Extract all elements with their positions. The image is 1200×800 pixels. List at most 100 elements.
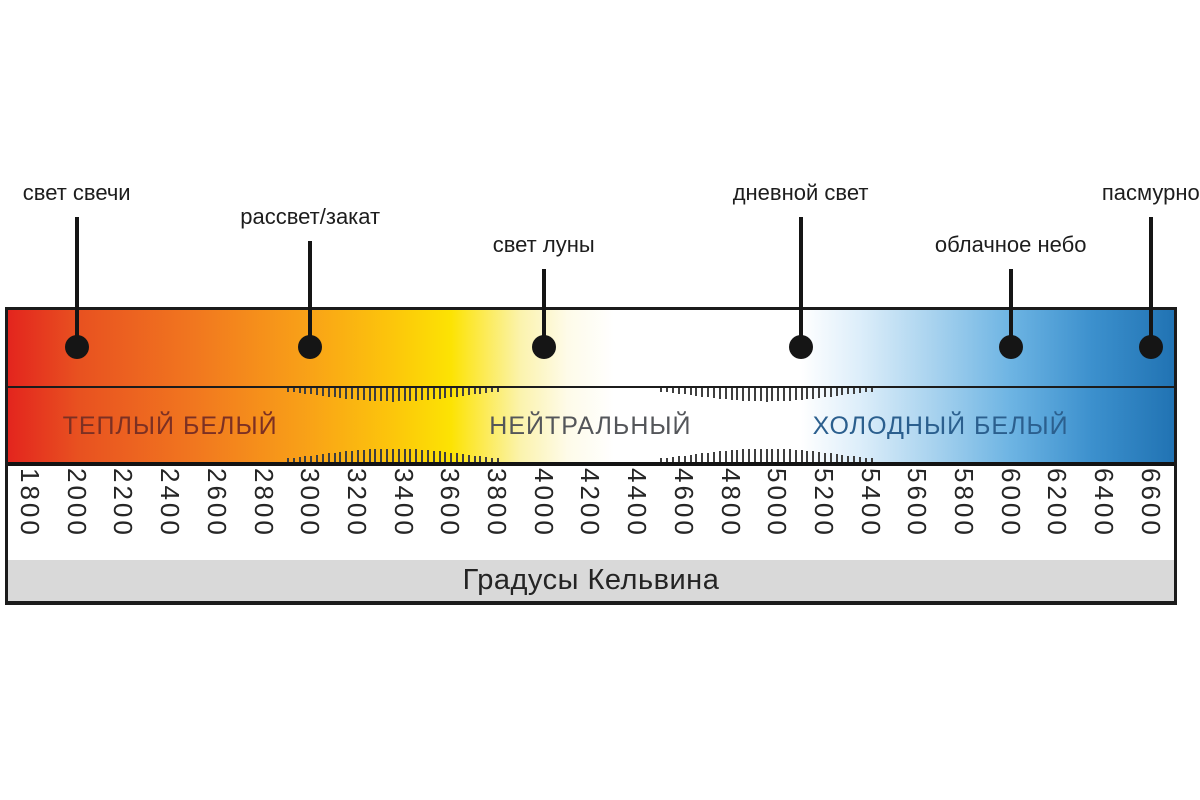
- transition-tick: [444, 388, 447, 399]
- transition-tick: [380, 448, 383, 462]
- transition-tick: [485, 457, 488, 462]
- transition-tick: [415, 388, 418, 401]
- transition-tick: [491, 388, 494, 393]
- transition-tick: [818, 451, 821, 462]
- axis-tick-label: 3400: [388, 468, 419, 538]
- axis-tick-label: 4800: [715, 468, 746, 538]
- transition-tick: [707, 452, 710, 462]
- transition-tick: [806, 450, 809, 462]
- transition-tick: [479, 456, 482, 462]
- transition-tick: [742, 449, 745, 462]
- axis-tick-label: 3600: [435, 468, 466, 538]
- transition-tick: [695, 388, 698, 396]
- axis-tick-label: 2800: [248, 468, 279, 538]
- transition-tick: [677, 388, 680, 394]
- transition-tick: [456, 453, 459, 462]
- transition-tick: [304, 388, 307, 394]
- transition-tick: [777, 388, 780, 402]
- transition-tick: [835, 454, 838, 462]
- transition-tick: [753, 448, 756, 462]
- annotation-dot: [298, 335, 323, 359]
- annotation-dot: [788, 335, 813, 359]
- axis-tick-label: 3200: [341, 468, 372, 538]
- transition-tick: [794, 449, 797, 462]
- axis-tick-label: 5200: [808, 468, 839, 538]
- annotation-dot: [531, 335, 556, 359]
- transition-tick: [421, 449, 424, 462]
- transition-tick: [432, 388, 435, 400]
- transition-tick: [310, 455, 313, 462]
- transition-tick: [374, 388, 377, 402]
- transition-tick: [759, 448, 762, 462]
- transition-tick: [339, 451, 342, 462]
- annotation-line: [1008, 269, 1013, 347]
- transition-tick: [391, 448, 394, 462]
- transition-tick: [345, 388, 348, 399]
- transition-tick: [800, 450, 803, 462]
- axis-tick-label: 6400: [1089, 468, 1120, 538]
- zone-label: ХОЛОДНЫЙ БЕЛЫЙ: [812, 412, 1069, 440]
- transition-tick: [368, 388, 371, 401]
- transition-tick: [286, 388, 289, 392]
- transition-tick: [672, 388, 675, 393]
- transition-tick: [415, 449, 418, 462]
- axis-tick-label: 5000: [762, 468, 793, 538]
- transition-tick: [742, 388, 745, 401]
- transition-tick: [351, 450, 354, 462]
- axis-tick-label: 5400: [855, 468, 886, 538]
- transition-tick: [345, 451, 348, 462]
- transition-tick: [870, 458, 873, 462]
- transition-tick: [409, 388, 412, 402]
- transition-tick: [730, 388, 733, 400]
- band-divider-line: [8, 386, 1174, 388]
- transition-tick: [438, 451, 441, 462]
- transition-tick: [777, 448, 780, 462]
- transition-tick: [689, 388, 692, 396]
- transition-tick: [356, 450, 359, 462]
- transition-tick: [823, 452, 826, 462]
- axis-tick-label: 2600: [201, 468, 232, 538]
- transition-tick: [421, 388, 424, 401]
- axis-tick-label: 6200: [1042, 468, 1073, 538]
- transition-tick: [497, 388, 499, 392]
- transition-tick: [788, 449, 791, 462]
- transition-tick: [426, 450, 429, 462]
- transition-tick: [788, 388, 791, 401]
- transition-tick: [783, 448, 786, 462]
- transition-tick: [479, 388, 482, 394]
- transition-tick: [356, 388, 359, 400]
- axis-tick-label: 4200: [575, 468, 606, 538]
- scale-panel: Градусы Кельвина: [5, 307, 1177, 605]
- transition-tick: [473, 455, 476, 462]
- transition-tick: [386, 448, 389, 462]
- transition-tick: [771, 388, 774, 402]
- transition-tick: [298, 457, 301, 462]
- transition-tick: [380, 388, 383, 402]
- transition-tick: [718, 388, 721, 399]
- zone-label: ТЕПЛЫЙ БЕЛЫЙ: [62, 412, 278, 440]
- transition-tick: [473, 388, 476, 395]
- transition-tick: [858, 388, 861, 393]
- transition-tick: [386, 388, 389, 402]
- transition-tick: [397, 388, 400, 402]
- transition-tick: [853, 456, 856, 462]
- axis-tick-label: 4400: [622, 468, 653, 538]
- transition-tick: [672, 457, 675, 462]
- axis-tick-label: 2400: [155, 468, 186, 538]
- transition-tick: [403, 388, 406, 402]
- transition-tick: [362, 388, 365, 401]
- transition-tick: [701, 453, 704, 462]
- transition-tick: [753, 388, 756, 402]
- axis-tick-label: 3800: [482, 468, 512, 538]
- transition-tick: [864, 388, 867, 393]
- transition-tick: [391, 388, 394, 402]
- axis-tick-label: 3000: [295, 468, 326, 538]
- transition-tick: [327, 453, 330, 462]
- axis-tick-label: 4000: [528, 468, 559, 538]
- transition-tick: [397, 448, 400, 462]
- transition-tick: [432, 450, 435, 462]
- transition-tick: [800, 388, 803, 400]
- transition-tick: [292, 388, 295, 393]
- annotation-label: облачное небо: [934, 232, 1087, 257]
- transition-tick: [835, 388, 838, 396]
